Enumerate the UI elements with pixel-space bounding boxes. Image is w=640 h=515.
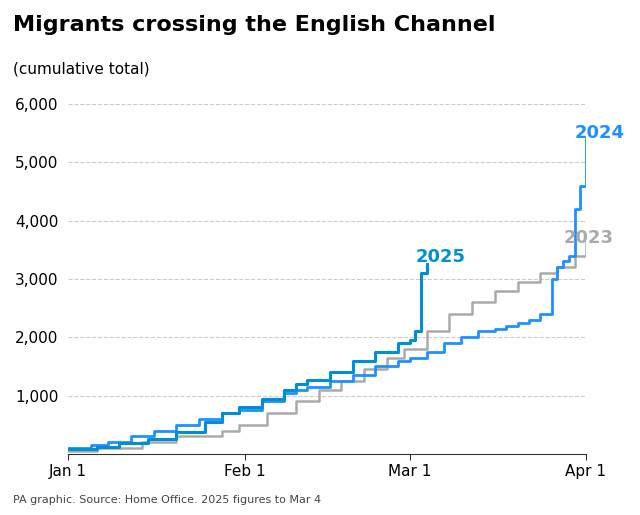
Text: (cumulative total): (cumulative total) [13,62,149,77]
Text: 2025: 2025 [415,248,465,266]
Text: 2024: 2024 [575,124,625,142]
Text: PA graphic. Source: Home Office. 2025 figures to Mar 4: PA graphic. Source: Home Office. 2025 fi… [13,495,321,505]
Text: 2023: 2023 [563,229,613,247]
Text: Migrants crossing the English Channel: Migrants crossing the English Channel [13,15,495,36]
